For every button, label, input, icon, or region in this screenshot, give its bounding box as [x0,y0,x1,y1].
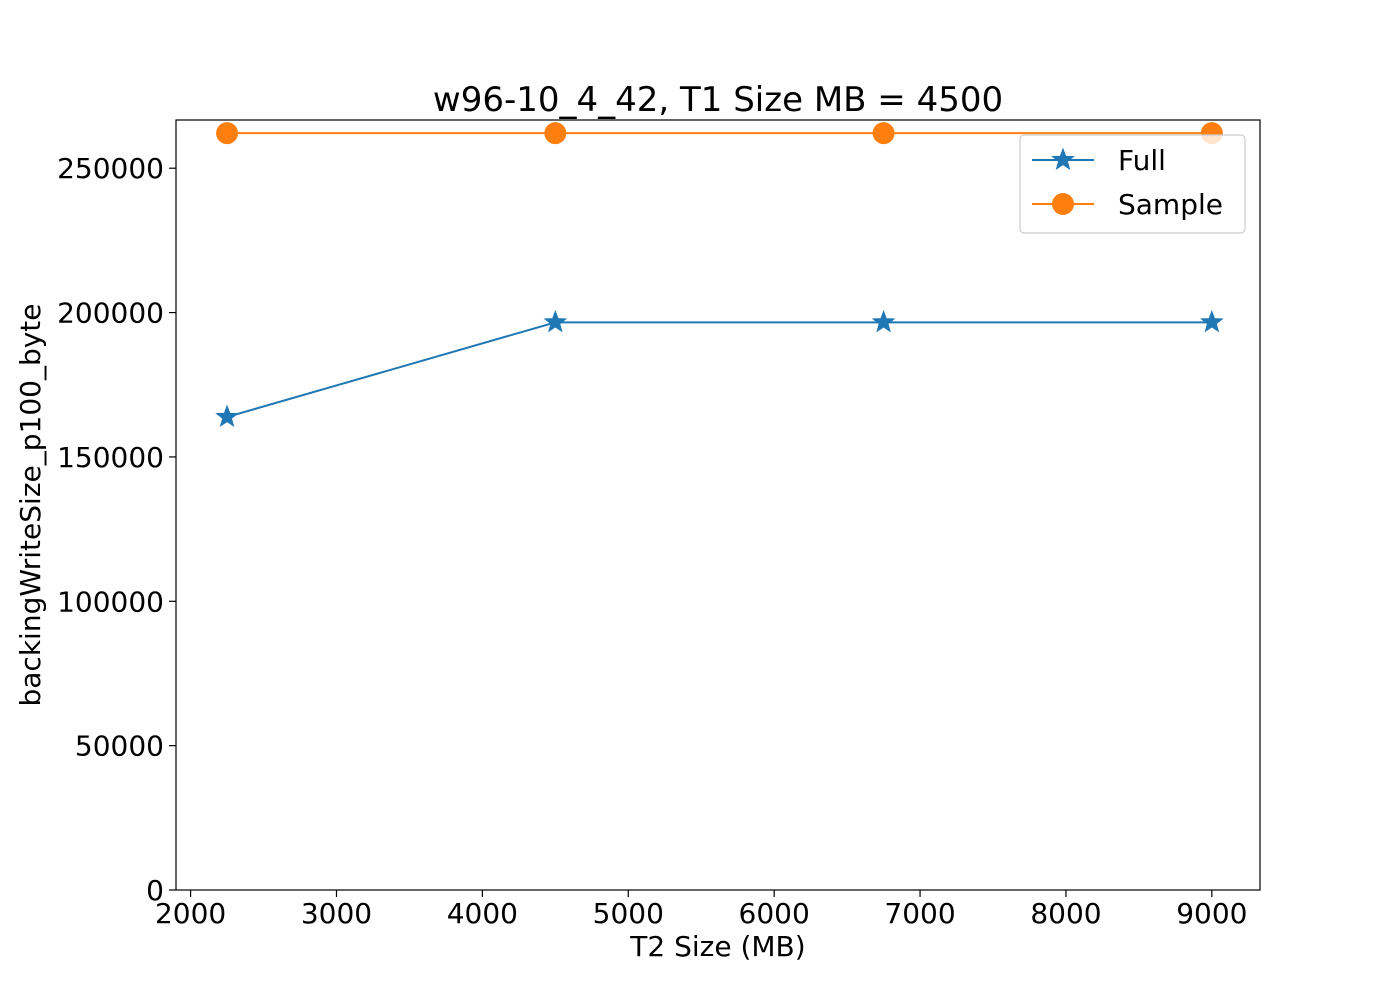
y-axis-label: backingWriteSize_p100_byte [14,303,47,706]
y-tick-label: 100000 [57,585,164,618]
y-axis-ticks: 0 50000 100000 150000 200000 250000 [57,152,176,907]
axes-frame [175,119,1261,891]
legend-circle-marker [1052,193,1074,215]
x-tick-label: 6000 [739,897,810,930]
x-tick-label: 4000 [447,897,518,930]
x-tick-label: 3000 [301,897,372,930]
x-tick-label: 2000 [155,897,226,930]
legend-marker-sample [1052,193,1074,215]
y-tick-label: 150000 [57,441,164,474]
data-point-sample [216,122,239,145]
series-line-full [226,321,1212,418]
y-tick-label: 200000 [57,297,164,330]
y-tick-label: 250000 [57,152,164,185]
chart-title: w96-10_4_42, T1 Size MB = 4500 [433,80,1003,120]
y-tick-label: 0 [146,874,164,907]
data-point-full [1200,309,1224,333]
legend-marker-full [1051,147,1075,171]
data-point-full [215,404,239,428]
data-point-full [543,309,568,333]
legend: Full Sample [1019,134,1246,234]
x-tick-label: 7000 [884,897,955,930]
legend-label-full: Full [1118,144,1166,177]
x-axis-ticks: 2000 3000 4000 5000 6000 7000 8000 9000 [155,890,1247,930]
x-axis-label: T2 Size (MB) [629,930,805,963]
x-tick-label: 8000 [1030,897,1101,930]
y-tick-label: 50000 [75,730,164,763]
data-point-sample [872,122,895,145]
x-tick-label: 9000 [1176,897,1247,930]
data-point-full [871,309,896,333]
x-tick-label: 5000 [593,897,664,930]
legend-label-sample: Sample [1118,188,1223,221]
legend-star-marker [1051,147,1075,171]
data-point-sample [544,122,567,145]
